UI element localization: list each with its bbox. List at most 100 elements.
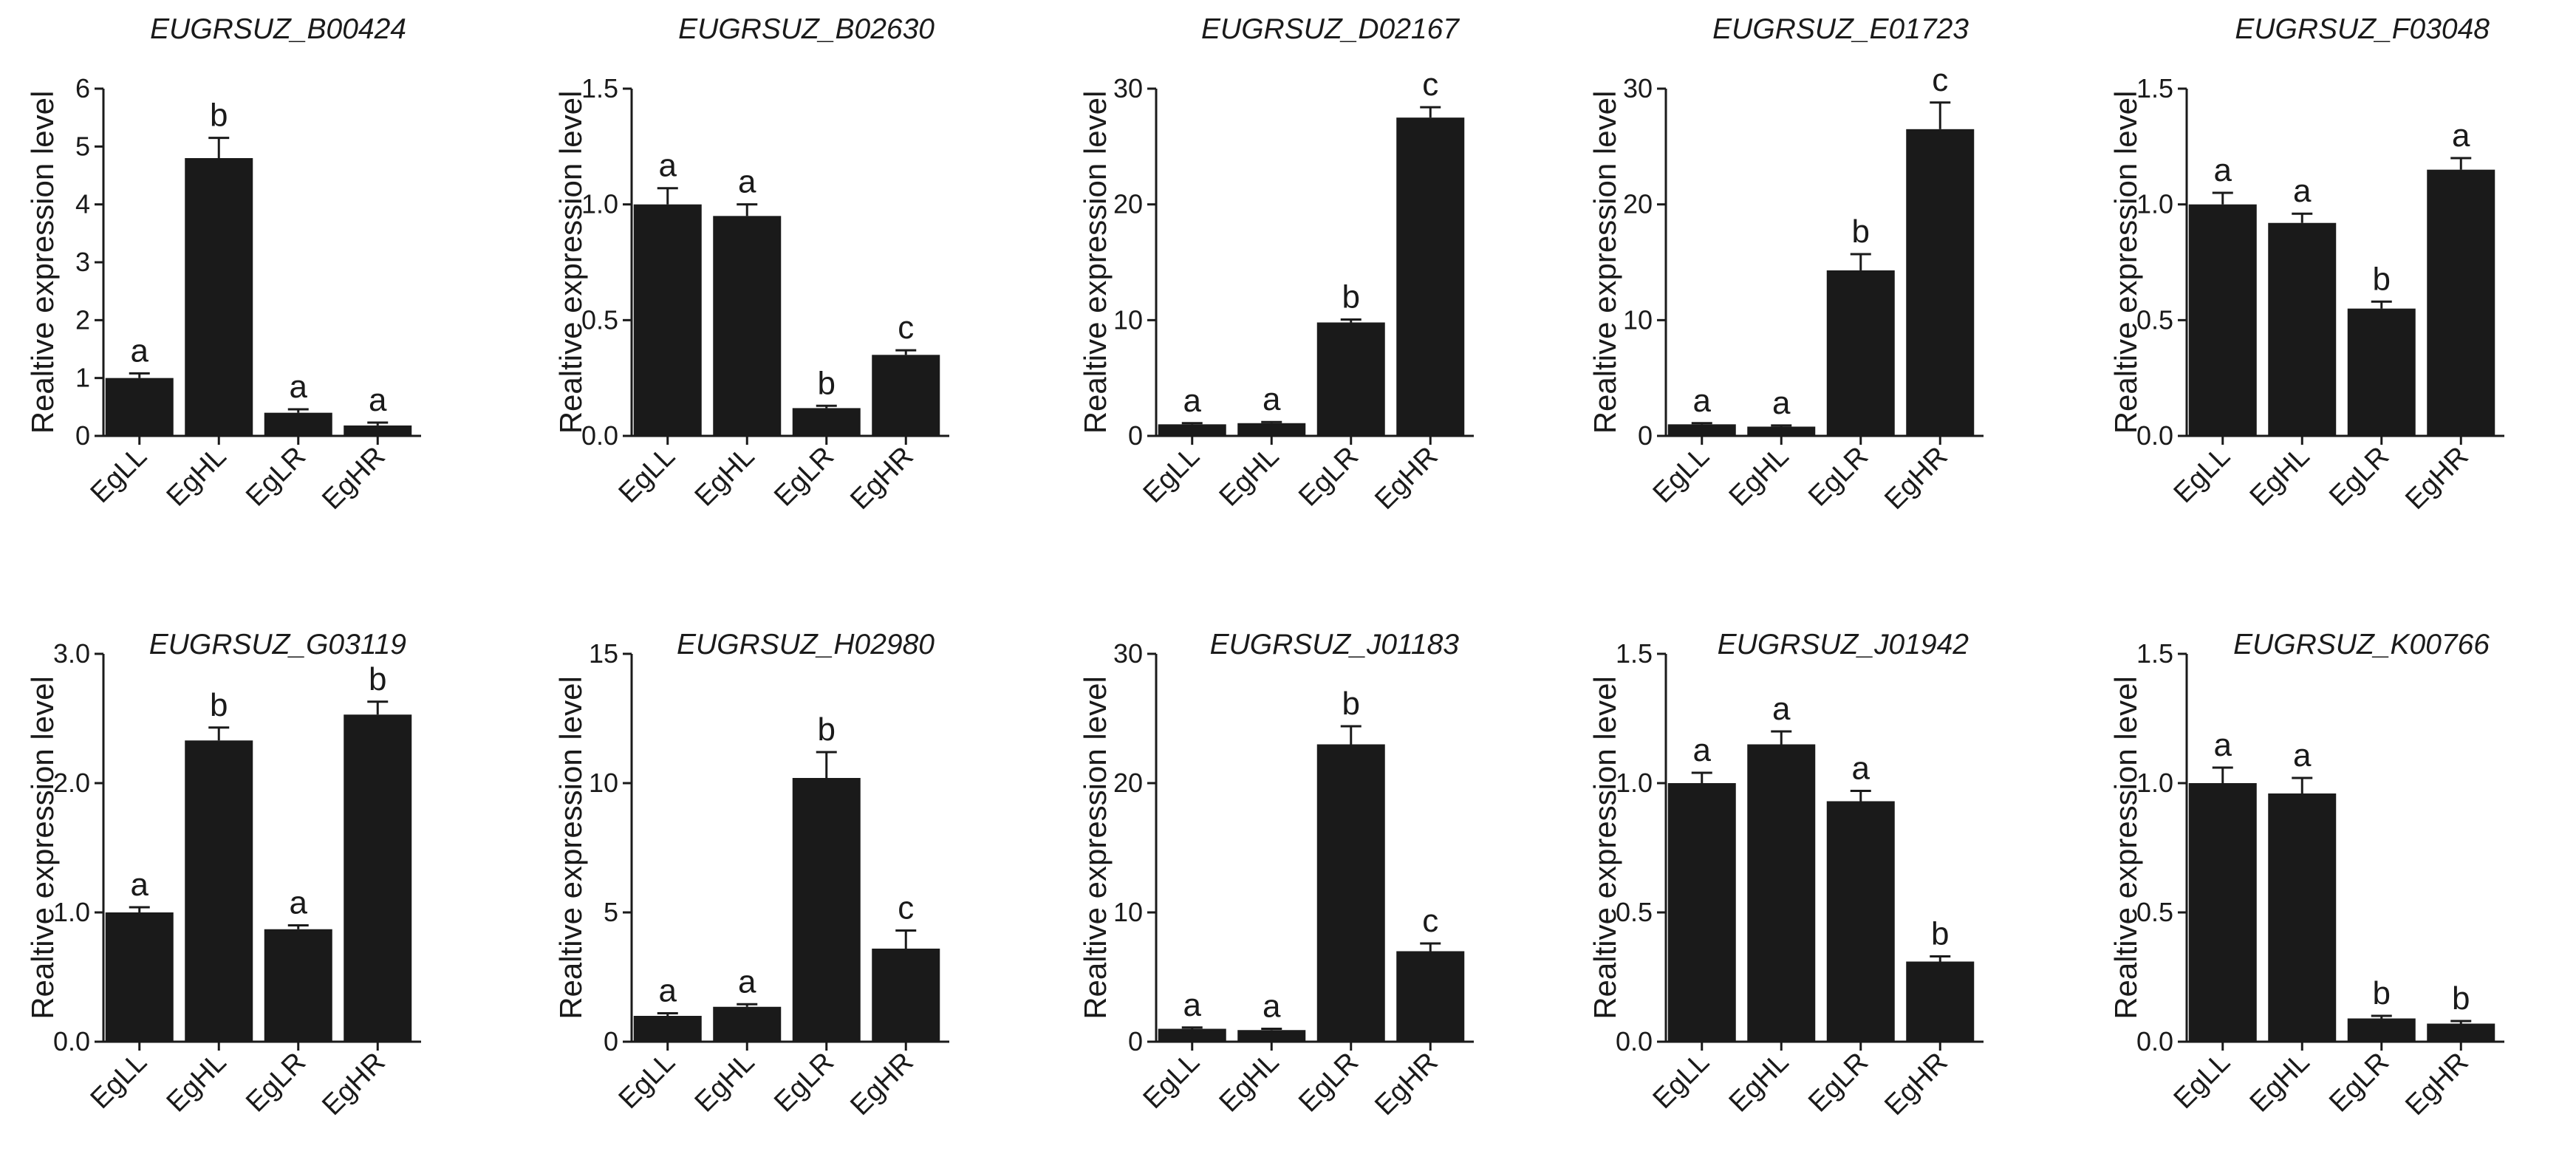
y-tick-label: 0.0 — [1616, 1026, 1653, 1056]
significance-letter: a — [1183, 987, 1202, 1023]
x-tick-label: EgLL — [2168, 441, 2236, 509]
x-tick-label: EgHL — [2244, 1047, 2316, 1119]
significance-letter: a — [1263, 381, 1281, 417]
y-tick-label: 0 — [1128, 1026, 1143, 1056]
y-tick-label: 2.0 — [53, 768, 90, 798]
x-tick-label: EgHR — [1369, 1047, 1444, 1122]
y-tick-label: 0 — [75, 420, 90, 451]
x-tick-label: EgLL — [1647, 1047, 1715, 1115]
y-tick-label: 4 — [75, 189, 90, 219]
chart-title: EUGRSUZ_D02167 — [1201, 13, 1460, 45]
chart-title: EUGRSUZ_J01942 — [1718, 629, 1969, 660]
significance-letter: a — [2214, 152, 2232, 188]
significance-letter: a — [1772, 385, 1791, 421]
y-tick-label: 0.0 — [2136, 1026, 2173, 1056]
chart-title: EUGRSUZ_H02980 — [677, 629, 935, 660]
significance-letter: b — [1342, 279, 1360, 315]
y-tick-label: 0 — [604, 1026, 618, 1056]
y-axis-label: Realtive expression level — [25, 91, 60, 434]
chart-title: EUGRSUZ_B00424 — [150, 13, 406, 45]
chart-title: EUGRSUZ_G03119 — [149, 629, 406, 660]
significance-letter: b — [369, 661, 386, 697]
x-tick-label: EgLL — [2168, 1047, 2236, 1115]
bar — [2427, 1023, 2495, 1042]
x-tick-label: EgHL — [2244, 441, 2316, 513]
x-tick-label: EgLL — [1138, 441, 1206, 509]
x-tick-label: EgHL — [1723, 441, 1795, 513]
chart-panel: EUGRSUZ_J01183 Realtive expression level 0… — [1078, 629, 1474, 1122]
y-tick-label: 1.5 — [1616, 638, 1653, 669]
y-tick-label: 1.0 — [1616, 768, 1653, 798]
significance-letter: c — [898, 310, 914, 346]
bar — [264, 412, 332, 436]
significance-letter: a — [1772, 691, 1791, 727]
x-tick-label: EgLR — [1803, 1047, 1874, 1119]
x-tick-label: EgLR — [2323, 1047, 2395, 1119]
chart-panel: EUGRSUZ_H02980 Realtive expression level 0… — [553, 629, 949, 1122]
y-tick-label: 15 — [589, 638, 618, 669]
chart-panel: EUGRSUZ_D02167 Realtive expression level 0… — [1078, 13, 1474, 516]
y-tick-label: 0 — [1128, 420, 1143, 451]
y-axis-label: Realtive expression level — [1588, 91, 1622, 434]
significance-letter: a — [2452, 117, 2470, 154]
significance-letter: c — [1422, 903, 1438, 939]
y-tick-label: 0.5 — [2136, 897, 2173, 927]
y-tick-label: 20 — [1113, 768, 1143, 798]
bar — [344, 714, 412, 1042]
significance-letter: c — [1422, 66, 1438, 103]
chart-panel: EUGRSUZ_B00424 Realtive expression level 0… — [25, 13, 421, 516]
significance-letter: a — [738, 963, 756, 1000]
x-tick-label: EgHR — [2399, 441, 2474, 516]
significance-letter: a — [369, 382, 387, 418]
x-tick-label: EgHR — [2399, 1047, 2474, 1122]
y-tick-label: 0.5 — [2136, 304, 2173, 335]
y-tick-label: 1.0 — [2136, 768, 2173, 798]
y-axis-label: Realtive expression level — [25, 676, 60, 1020]
bar — [2188, 783, 2257, 1042]
chart-title: EUGRSUZ_J01183 — [1210, 629, 1460, 660]
y-axis-label: Realtive expression level — [553, 91, 588, 434]
y-tick-label: 1.0 — [53, 897, 90, 927]
x-tick-label: EgHR — [316, 441, 391, 516]
y-axis-label: Realtive expression level — [1078, 676, 1113, 1020]
significance-letter: a — [1263, 989, 1281, 1025]
x-tick-label: EgLR — [2323, 441, 2395, 513]
chart-panel: EUGRSUZ_E01723 Realtive expression level 0… — [1588, 13, 1984, 516]
x-tick-label: EgHL — [1214, 441, 1285, 513]
bar — [1237, 1030, 1306, 1042]
x-tick-label: EgHR — [316, 1047, 391, 1122]
significance-letter: a — [1693, 732, 1712, 768]
x-tick-label: EgLR — [1803, 441, 1874, 513]
y-tick-label: 1.5 — [581, 73, 618, 103]
y-tick-label: 2 — [75, 304, 90, 335]
bar — [633, 1016, 702, 1042]
y-tick-label: 10 — [589, 768, 618, 798]
x-tick-label: EgHL — [1723, 1047, 1795, 1119]
bar — [1747, 426, 1816, 436]
significance-letter: a — [2293, 173, 2312, 209]
significance-letter: b — [210, 687, 228, 723]
y-tick-label: 3.0 — [53, 638, 90, 669]
bar — [792, 408, 861, 436]
bar — [2268, 793, 2337, 1042]
significance-letter: c — [1932, 62, 1948, 98]
bar — [1826, 801, 1895, 1042]
y-tick-label: 10 — [1113, 304, 1143, 335]
significance-letter: b — [2373, 261, 2391, 297]
x-tick-label: EgLL — [85, 441, 153, 509]
x-tick-label: EgHL — [689, 1047, 761, 1119]
y-tick-label: 20 — [1623, 189, 1653, 219]
y-tick-label: 30 — [1113, 638, 1143, 669]
bar — [1747, 744, 1816, 1042]
y-tick-label: 10 — [1113, 897, 1143, 927]
bar — [1316, 322, 1385, 436]
y-tick-label: 30 — [1623, 73, 1653, 103]
chart-title: EUGRSUZ_E01723 — [1712, 13, 1969, 45]
significance-letter: a — [2214, 727, 2232, 763]
x-tick-label: EgHL — [161, 441, 233, 513]
x-tick-label: EgLL — [85, 1047, 153, 1115]
x-tick-label: EgLR — [768, 1047, 840, 1119]
significance-letter: b — [818, 365, 836, 401]
